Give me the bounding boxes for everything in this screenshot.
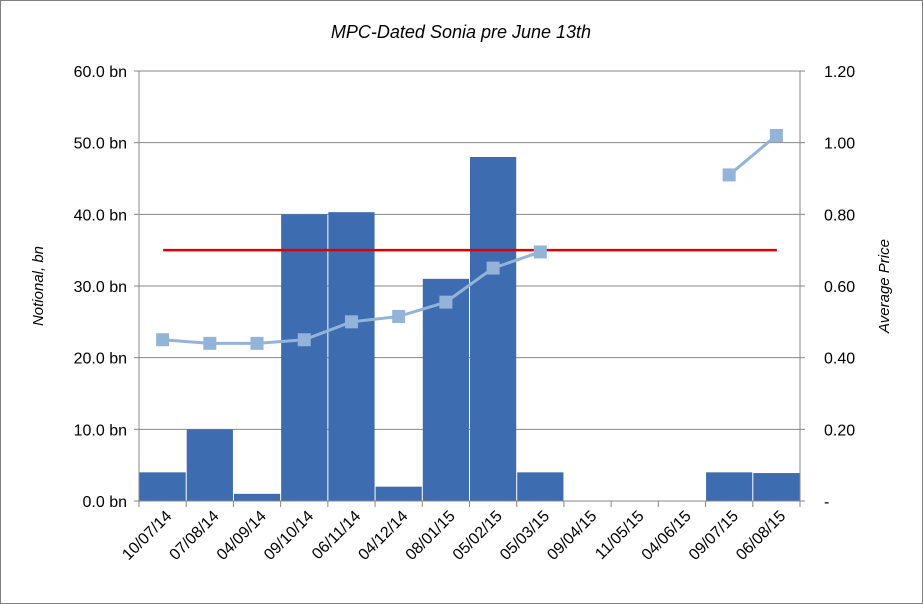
line-marker	[203, 336, 217, 350]
gridlines	[139, 70, 800, 430]
y2-tick-label: 1.00	[824, 136, 855, 153]
line-marker	[392, 309, 406, 323]
y2-tick-label: 0.80	[824, 207, 855, 224]
y-tick-label: 30.0 bn	[74, 279, 127, 296]
bar	[233, 493, 281, 501]
line-marker	[769, 129, 783, 142]
x-tick-label: 11/05/15	[592, 508, 647, 563]
x-tick-label: 06/08/15	[733, 508, 789, 564]
x-tick-labels: 10/07/1407/08/1404/09/1409/10/1406/11/14…	[119, 508, 789, 564]
bar	[186, 429, 233, 501]
line-marker	[250, 336, 264, 350]
x-tick-label: 04/06/15	[639, 508, 695, 564]
x-tick-label: 07/08/14	[167, 508, 223, 564]
y2-tick-label: 1.20	[824, 64, 855, 81]
chart-title: MPC-Dated Sonia pre June 13th	[331, 22, 591, 42]
y-tick-label: 50.0 bn	[74, 136, 127, 153]
bar-series	[139, 157, 800, 502]
x-tick-label: 09/10/14	[261, 508, 317, 564]
y-tick-label: 60.0 bn	[74, 64, 127, 81]
x-tick-label: 09/04/15	[544, 508, 600, 564]
axes	[134, 70, 805, 507]
bar	[706, 472, 753, 501]
x-tick-label: 05/03/15	[497, 508, 553, 564]
y-tick-label: 20.0 bn	[74, 351, 127, 368]
bar	[470, 157, 517, 501]
bar	[281, 214, 328, 502]
bar	[422, 278, 469, 501]
line-segment	[728, 134, 778, 177]
x-tick-label: 04/09/14	[214, 508, 270, 564]
y2-tick-labels: - 0.20 0.40 0.60 0.80 1.00 1.20	[824, 64, 855, 511]
y-tick-label: 10.0 bn	[74, 422, 127, 439]
y-tick-label: 0.0 bn	[83, 494, 127, 511]
y-axis-label: Notional, bn	[30, 246, 47, 326]
y-tick-label: 40.0 bn	[74, 207, 127, 224]
x-tick-label: 06/11/14	[309, 508, 364, 563]
x-tick-label: 09/07/15	[686, 508, 742, 564]
bar	[753, 473, 800, 501]
y2-tick-label: 0.20	[824, 422, 855, 439]
x-tick-label: 08/01/15	[403, 508, 459, 564]
line-series	[156, 129, 783, 350]
bar	[375, 486, 422, 501]
x-tick-label: 10/07/14	[119, 508, 175, 564]
bar	[328, 212, 375, 501]
line-marker	[297, 333, 311, 347]
line-marker	[533, 245, 547, 259]
y2-axis-label: Average Price	[876, 239, 893, 334]
bar	[139, 472, 186, 501]
y2-tick-label: 0.40	[824, 351, 855, 368]
line-marker	[439, 295, 453, 309]
line-marker	[486, 261, 500, 275]
x-tick-label: 05/02/15	[450, 508, 506, 564]
y-tick-labels: 0.0 bn 10.0 bn 20.0 bn 30.0 bn 40.0 bn 50.0 b…	[74, 64, 127, 511]
line-marker	[722, 168, 736, 182]
bar	[517, 472, 564, 501]
line-marker	[156, 333, 170, 347]
line-marker	[344, 315, 358, 329]
y2-tick-label: 0.60	[824, 279, 855, 296]
x-tick-label: 04/12/14	[355, 508, 411, 564]
y2-tick-label: -	[824, 494, 829, 511]
